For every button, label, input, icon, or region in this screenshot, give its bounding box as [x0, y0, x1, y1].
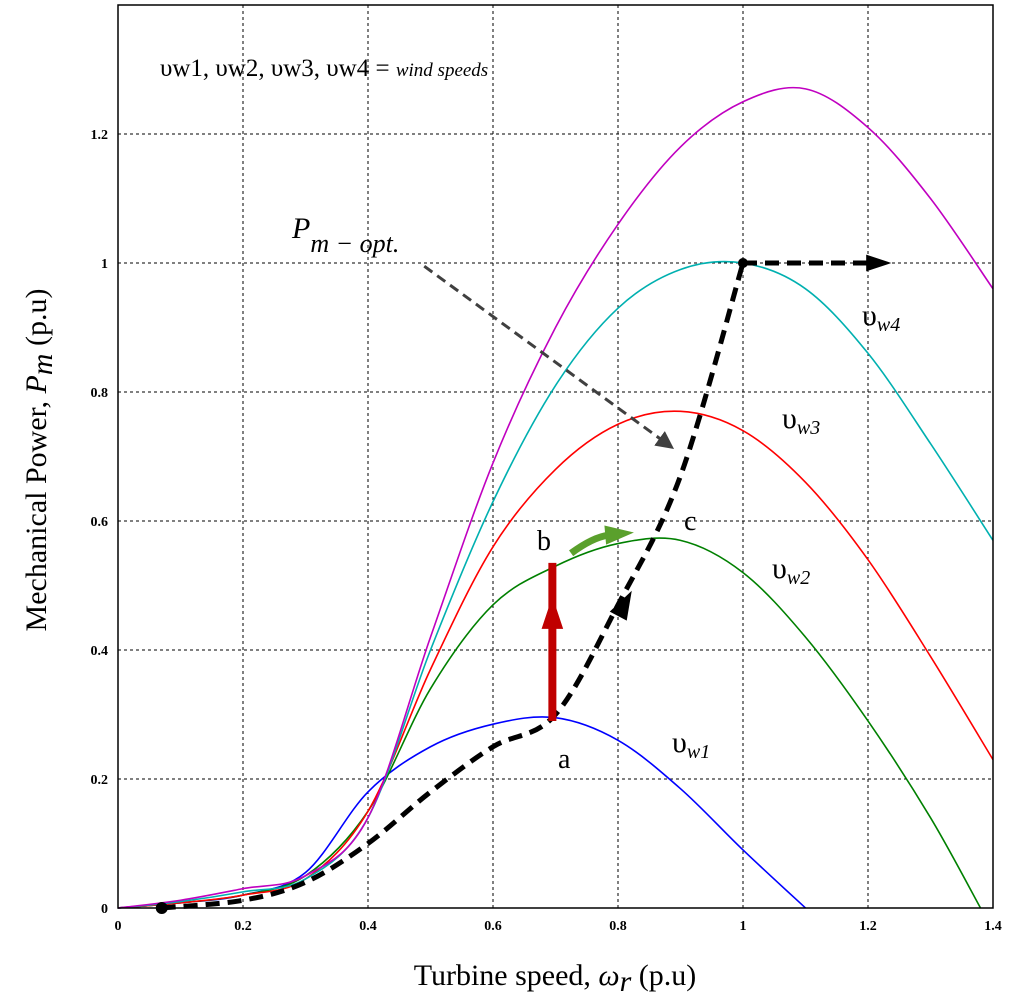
y-axis-title-sub: m — [26, 354, 59, 376]
y-tick-label-0: 0 — [101, 902, 108, 917]
pm-opt-pointer — [423, 265, 675, 449]
y-tick-label-5: 1 — [101, 257, 108, 272]
x-tick-label-4: 0.8 — [609, 919, 627, 934]
point-label-c: c — [684, 506, 696, 537]
x-tick-label-7: 1.4 — [984, 919, 1002, 934]
series-line-3 — [117, 410, 994, 909]
x-tick-label-6: 1.2 — [859, 919, 877, 934]
y-tick-label-1: 0.2 — [91, 773, 109, 788]
x-tick-label-0: 0 — [115, 919, 122, 934]
x-tick-label-1: 0.2 — [234, 919, 252, 934]
y-axis-title-unit: (p.u) — [20, 289, 53, 354]
series-label-w3: υw3 — [782, 402, 820, 439]
x-tick-label-3: 0.6 — [484, 919, 502, 934]
y-axis-title: Mechanical Power, Pm (p.u) — [20, 289, 59, 632]
point-label-b: b — [537, 526, 551, 557]
legend-note-equals: = — [369, 55, 396, 82]
series-label-w1: υw1 — [672, 726, 710, 763]
legend-note: υw1, υw2, υw3, υw4 = wind speeds — [160, 55, 488, 82]
series-label-w4: υw4 — [862, 299, 900, 336]
series-layer — [117, 86, 994, 911]
tick-labels: 0 0.2 0.4 0.6 0.8 1 1.2 1.4 0 0.2 0.4 0.6 0.8 1 1.2 — [91, 128, 1002, 934]
y-tick-label-4: 0.8 — [91, 386, 109, 401]
y-tick-label-2: 0.4 — [91, 644, 109, 659]
grid — [118, 5, 993, 908]
b-to-c-arrowhead — [604, 525, 634, 545]
point-label-a: a — [558, 744, 571, 775]
y-axis-title-symbol: P — [20, 375, 53, 394]
x-tick-label-5: 1 — [740, 919, 747, 934]
x-axis-title-symbol: ω — [598, 959, 619, 992]
y-axis-title-main: Mechanical Power, — [20, 394, 53, 632]
y-tick-label-6: 1.2 — [91, 128, 109, 143]
x-axis-title-unit: (p.u) — [631, 959, 696, 992]
pm-opt-label: Pm − opt. — [291, 212, 399, 258]
x-tick-label-2: 0.4 — [359, 919, 377, 934]
series-line-5 — [117, 86, 994, 909]
x-axis-title-main: Turbine speed, — [414, 959, 599, 992]
legend-note-text: wind speeds — [396, 60, 488, 81]
pm-opt-continuation-arrowhead — [866, 254, 892, 272]
series-line-4 — [117, 260, 994, 909]
x-axis-title: Turbine speed, ωr (p.u) — [414, 959, 697, 998]
legend-note-speeds: υw1, υw2, υw3, υw4 — [160, 55, 370, 82]
x-axis-title-sub: r — [620, 965, 632, 998]
plot-background — [118, 5, 993, 908]
series-label-w2: υw2 — [772, 552, 810, 589]
y-tick-label-3: 0.6 — [91, 515, 109, 530]
pm-opt-arrowhead — [609, 590, 632, 621]
plot-frame — [117, 4, 994, 909]
pm-opt-curve — [161, 262, 746, 911]
